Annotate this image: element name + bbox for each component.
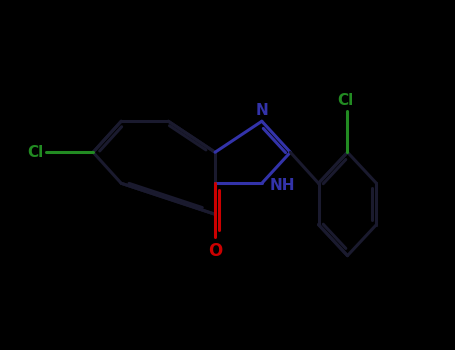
Text: Cl: Cl: [27, 145, 43, 160]
Text: NH: NH: [269, 178, 295, 193]
Text: O: O: [208, 242, 222, 260]
Text: N: N: [255, 103, 268, 118]
Text: Cl: Cl: [337, 93, 354, 107]
